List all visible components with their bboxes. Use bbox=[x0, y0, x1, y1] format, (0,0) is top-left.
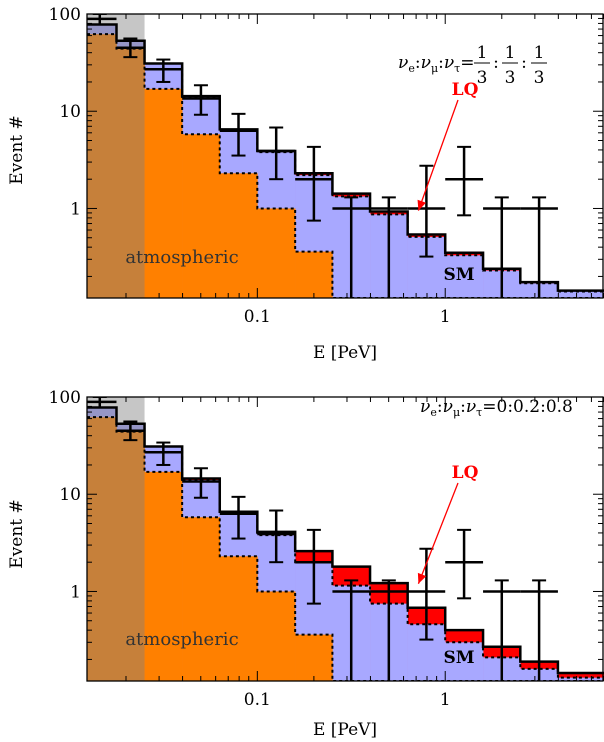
atmospheric-bar bbox=[87, 34, 117, 298]
lq-arrow-head bbox=[417, 572, 427, 584]
flavor-ratio-bottom: νe:νμ:ντ=0:0.2:0.8 bbox=[420, 397, 573, 419]
y-tick-label: 100 bbox=[49, 5, 81, 25]
y-tick-label: 1 bbox=[70, 582, 81, 602]
tau-subscript-b: τ bbox=[476, 406, 482, 419]
lq-arrow-head bbox=[417, 199, 427, 211]
atmospheric-bar bbox=[295, 251, 333, 298]
atmospheric-outline bbox=[87, 416, 604, 681]
colon-1: : bbox=[415, 53, 421, 73]
atmospheric-bar bbox=[144, 471, 183, 681]
x-tick-label: 1 bbox=[440, 307, 451, 327]
atmospheric-bar bbox=[144, 88, 183, 298]
ratio-values: =0:0.2:0.8 bbox=[482, 397, 573, 417]
lq-arrow-line bbox=[417, 99, 459, 211]
colon-1-b: : bbox=[437, 397, 443, 417]
nu-e-symbol: ν bbox=[398, 53, 408, 73]
panel-top: 1 10 100 0.1 1 E [PeV] Event # atmospheric S… bbox=[7, 5, 604, 363]
plot-inner-top bbox=[87, 14, 604, 298]
y-tick-label: 10 bbox=[59, 102, 81, 122]
colon-2-b: : bbox=[460, 397, 466, 417]
panel-bottom: 1 10 100 0.1 1 E [PeV] Event # atmospheric S… bbox=[7, 388, 604, 740]
frac-colon: : bbox=[493, 53, 499, 73]
x-tick-label: 0.1 bbox=[244, 307, 271, 327]
atmospheric-bar bbox=[295, 634, 333, 681]
x-axis-label-top: E [PeV] bbox=[313, 343, 377, 363]
frac-den: 3 bbox=[477, 68, 488, 88]
plot-inner-bottom bbox=[87, 397, 604, 681]
plot-frame bbox=[86, 396, 604, 682]
mu-subscript: μ bbox=[431, 62, 438, 75]
excluded-region bbox=[87, 397, 145, 681]
frac-colon: : bbox=[521, 53, 527, 73]
atmospheric-bar bbox=[219, 556, 258, 681]
frac-num: 1 bbox=[477, 43, 488, 63]
sm-bar bbox=[557, 677, 604, 681]
annotation-atmospheric-bottom: atmospheric bbox=[125, 629, 238, 650]
tau-subscript: τ bbox=[454, 62, 460, 75]
x-tick-label: 0.1 bbox=[244, 690, 271, 710]
atmospheric-bar bbox=[257, 591, 296, 681]
excluded-region bbox=[87, 14, 145, 298]
nu-mu-symbol-b: ν bbox=[443, 397, 453, 417]
e-subscript-b: e bbox=[430, 406, 437, 419]
frac-den-3: 3 bbox=[534, 68, 545, 88]
nu-tau-symbol: ν bbox=[444, 53, 454, 73]
y-tick-label: 10 bbox=[59, 485, 81, 505]
sm-bar bbox=[445, 255, 484, 298]
atmospheric-bar bbox=[116, 48, 145, 298]
x-axis-label-bottom: E [PeV] bbox=[313, 720, 377, 740]
nu-mu-symbol: ν bbox=[421, 53, 431, 73]
atmospheric-bar bbox=[182, 517, 221, 681]
frac-den: 3 bbox=[505, 68, 516, 88]
e-subscript: e bbox=[408, 62, 415, 75]
nu-e-symbol-b: ν bbox=[420, 397, 430, 417]
annotation-lq-top: LQ bbox=[452, 80, 479, 100]
atmospheric-bar bbox=[116, 431, 145, 681]
atmospheric-bar bbox=[87, 417, 117, 681]
y-axis-label-top: Event # bbox=[7, 115, 27, 185]
colon-2: : bbox=[438, 53, 444, 73]
sm-bar bbox=[445, 642, 484, 681]
frac-num-3: 1 bbox=[534, 43, 545, 63]
y-tick-label: 1 bbox=[70, 199, 81, 219]
sm-bar bbox=[557, 291, 604, 298]
annotation-lq-bottom: LQ bbox=[452, 463, 479, 483]
x-tick-label: 1 bbox=[440, 690, 451, 710]
annotation-sm-top: SM bbox=[443, 265, 474, 285]
atmospheric-bar bbox=[182, 134, 221, 298]
nu-tau-symbol-b: ν bbox=[466, 397, 476, 417]
atmospheric-bar bbox=[257, 208, 296, 298]
svg-text:νe:νμ:ντ=0:0.2:0.8: νe:νμ:ντ=0:0.2:0.8 bbox=[420, 397, 573, 419]
annotation-sm-bottom: SM bbox=[443, 648, 474, 668]
atmospheric-bar bbox=[219, 173, 258, 298]
plot-area-bottom: 1 10 100 0.1 1 bbox=[49, 388, 604, 710]
mu-subscript-b: μ bbox=[453, 406, 460, 419]
plot-frame bbox=[86, 13, 604, 299]
atmospheric-outline bbox=[87, 33, 604, 298]
annotation-atmospheric-top: atmospheric bbox=[125, 247, 238, 268]
svg-text:νe:νμ:ντ=: νe:νμ:ντ= bbox=[398, 53, 475, 75]
y-axis-label-bottom: Event # bbox=[7, 499, 27, 569]
frac-num: 1 bbox=[505, 43, 516, 63]
y-tick-label: 100 bbox=[49, 388, 81, 408]
equals-sign: = bbox=[460, 53, 474, 73]
lq-arrow-line bbox=[417, 482, 459, 585]
plot-area-top: 1 10 100 0.1 1 bbox=[49, 5, 604, 327]
